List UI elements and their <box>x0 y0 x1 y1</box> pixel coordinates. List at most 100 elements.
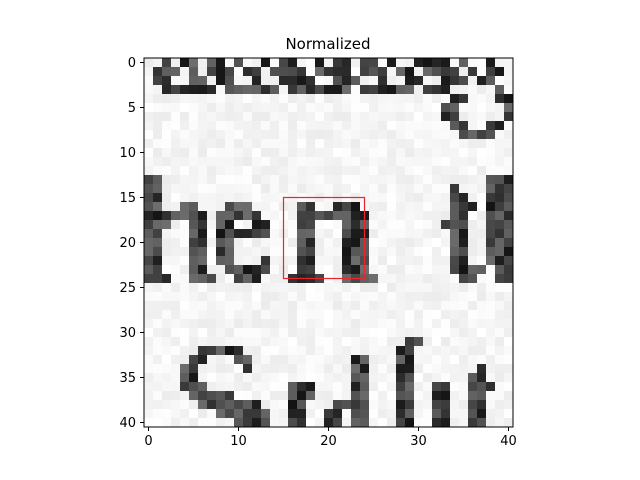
heatmap-cell <box>252 328 261 337</box>
heatmap-cell <box>360 328 369 337</box>
heatmap-cell <box>279 184 288 193</box>
heatmap-cell <box>423 400 432 409</box>
heatmap-cell <box>216 265 225 274</box>
heatmap-cell <box>252 310 261 319</box>
heatmap-cell <box>189 67 198 76</box>
heatmap-cell <box>306 364 315 373</box>
heatmap-cell <box>324 373 333 382</box>
heatmap-cell <box>468 175 477 184</box>
heatmap-cell <box>153 220 162 229</box>
heatmap-cell <box>369 166 378 175</box>
heatmap-cell <box>144 373 153 382</box>
heatmap-cell <box>486 292 495 301</box>
heatmap-cell <box>441 85 450 94</box>
heatmap-cell <box>351 58 360 67</box>
heatmap-cell <box>405 85 414 94</box>
heatmap-cell <box>486 139 495 148</box>
heatmap-cell <box>342 301 351 310</box>
heatmap-cell <box>207 409 216 418</box>
heatmap-cell <box>306 355 315 364</box>
heatmap-cell <box>189 148 198 157</box>
heatmap-cell <box>270 238 279 247</box>
heatmap-cell <box>396 364 405 373</box>
heatmap-cell <box>198 94 207 103</box>
heatmap-cell <box>252 103 261 112</box>
heatmap-cell <box>306 166 315 175</box>
heatmap-cell <box>495 382 504 391</box>
heatmap-cell <box>459 310 468 319</box>
heatmap-cell <box>495 112 504 121</box>
heatmap-cell <box>369 292 378 301</box>
heatmap-cell <box>342 346 351 355</box>
heatmap-cell <box>279 328 288 337</box>
heatmap-cell <box>360 166 369 175</box>
heatmap-cell <box>459 94 468 103</box>
heatmap-cell <box>144 346 153 355</box>
heatmap-cell <box>450 328 459 337</box>
heatmap-cell <box>243 346 252 355</box>
heatmap-cell <box>306 112 315 121</box>
heatmap-cell <box>468 265 477 274</box>
heatmap-cell <box>432 337 441 346</box>
heatmap-cell <box>396 355 405 364</box>
heatmap-cell <box>432 409 441 418</box>
heatmap-cell <box>189 238 198 247</box>
heatmap-cell <box>216 373 225 382</box>
heatmap-cell <box>207 319 216 328</box>
heatmap-cell <box>234 373 243 382</box>
heatmap-cell <box>189 364 198 373</box>
heatmap-cell <box>243 130 252 139</box>
y-tick-label: 30 <box>119 326 136 341</box>
heatmap-cell <box>369 130 378 139</box>
heatmap-cell <box>324 85 333 94</box>
heatmap-cell <box>198 130 207 139</box>
x-tick-label: 10 <box>230 434 247 449</box>
heatmap-cell <box>144 157 153 166</box>
heatmap-cell <box>252 94 261 103</box>
heatmap-cell <box>297 94 306 103</box>
heatmap-cell <box>468 148 477 157</box>
heatmap-cell <box>360 148 369 157</box>
heatmap-cell <box>450 355 459 364</box>
heatmap-cell <box>261 292 270 301</box>
heatmap-cell <box>297 175 306 184</box>
heatmap-cell <box>324 112 333 121</box>
heatmap-cell <box>207 85 216 94</box>
heatmap-cell <box>324 211 333 220</box>
heatmap-cell <box>441 373 450 382</box>
heatmap-cell <box>153 184 162 193</box>
y-tick-label: 35 <box>119 371 136 386</box>
heatmap-cell <box>162 337 171 346</box>
heatmap-cell <box>171 328 180 337</box>
heatmap-cell <box>351 166 360 175</box>
heatmap-cell <box>297 301 306 310</box>
heatmap-cell <box>432 85 441 94</box>
heatmap-cell <box>261 148 270 157</box>
heatmap-cell <box>288 238 297 247</box>
heatmap-cell <box>216 139 225 148</box>
heatmap-cell <box>477 355 486 364</box>
heatmap-cell <box>297 310 306 319</box>
heatmap-cell <box>207 103 216 112</box>
heatmap-cell <box>360 157 369 166</box>
heatmap-cell <box>252 346 261 355</box>
heatmap-cell <box>450 85 459 94</box>
heatmap-cell <box>225 76 234 85</box>
heatmap-cell <box>333 256 342 265</box>
heatmap-cell <box>495 319 504 328</box>
heatmap-cell <box>171 112 180 121</box>
heatmap-cell <box>414 292 423 301</box>
heatmap-cell <box>270 121 279 130</box>
heatmap-cell <box>189 166 198 175</box>
heatmap-cell <box>441 166 450 175</box>
heatmap-cell <box>495 139 504 148</box>
heatmap-cell <box>441 355 450 364</box>
heatmap-cell <box>369 247 378 256</box>
heatmap-cell <box>171 166 180 175</box>
heatmap-cell <box>207 400 216 409</box>
heatmap-cell <box>477 346 486 355</box>
heatmap-cell <box>468 409 477 418</box>
heatmap-cell <box>216 184 225 193</box>
heatmap-cell <box>144 391 153 400</box>
heatmap-cell <box>405 337 414 346</box>
